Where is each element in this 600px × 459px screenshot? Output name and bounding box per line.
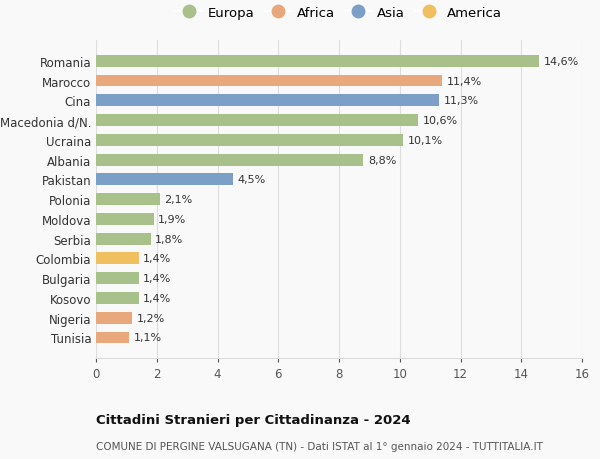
Bar	[96, 75, 442, 87]
Text: 10,1%: 10,1%	[407, 135, 442, 146]
Text: 1,4%: 1,4%	[143, 254, 172, 264]
Text: 1,4%: 1,4%	[143, 274, 172, 284]
Bar	[96, 134, 403, 146]
Bar	[96, 56, 539, 67]
Bar	[96, 273, 139, 285]
Text: 1,8%: 1,8%	[155, 234, 184, 244]
Text: 11,4%: 11,4%	[447, 76, 482, 86]
Bar	[96, 253, 139, 265]
Legend: Europa, Africa, Asia, America: Europa, Africa, Asia, America	[176, 7, 502, 20]
Text: 2,1%: 2,1%	[164, 195, 193, 205]
Bar	[96, 292, 139, 304]
Text: 1,4%: 1,4%	[143, 293, 172, 303]
Text: COMUNE DI PERGINE VALSUGANA (TN) - Dati ISTAT al 1° gennaio 2024 - TUTTITALIA.IT: COMUNE DI PERGINE VALSUGANA (TN) - Dati …	[96, 441, 543, 451]
Bar	[96, 194, 160, 206]
Bar	[96, 154, 364, 166]
Text: Cittadini Stranieri per Cittadinanza - 2024: Cittadini Stranieri per Cittadinanza - 2…	[96, 413, 410, 426]
Text: 8,8%: 8,8%	[368, 155, 396, 165]
Text: 4,5%: 4,5%	[237, 175, 265, 185]
Text: 1,1%: 1,1%	[134, 333, 162, 343]
Bar	[96, 95, 439, 107]
Bar	[96, 174, 233, 186]
Bar	[96, 213, 154, 225]
Bar	[96, 115, 418, 127]
Text: 1,9%: 1,9%	[158, 214, 187, 224]
Text: 11,3%: 11,3%	[444, 96, 479, 106]
Text: 1,2%: 1,2%	[137, 313, 165, 323]
Bar	[96, 312, 133, 324]
Bar	[96, 233, 151, 245]
Text: 14,6%: 14,6%	[544, 56, 579, 67]
Bar	[96, 332, 130, 344]
Text: 10,6%: 10,6%	[422, 116, 458, 126]
